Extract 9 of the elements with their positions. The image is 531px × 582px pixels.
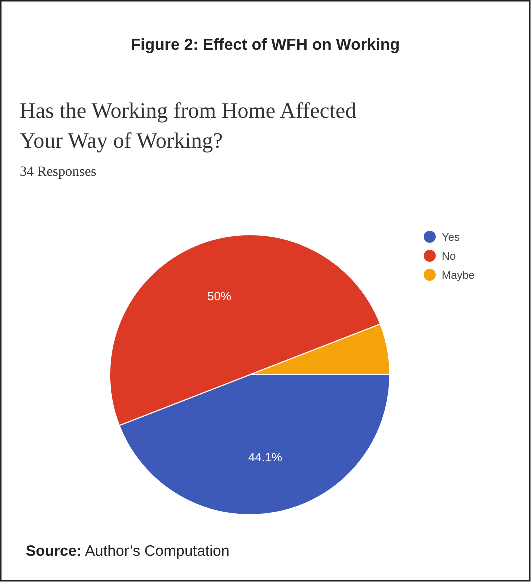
data-label: 44.1% [248,450,283,465]
chart-title: Figure 2: Effect of WFH on Working [130,37,400,54]
chart-subtitle: Has the Working from Home Affected Your Way of Working? [20,98,356,153]
source-note: Source: Author’s Computation [26,543,230,560]
legend-label: No [442,251,456,263]
text: 34 Responses [20,165,97,180]
legend-label: Maybe [442,270,476,282]
data-label: 50% [208,290,232,304]
legend-label: Yes [442,232,460,244]
